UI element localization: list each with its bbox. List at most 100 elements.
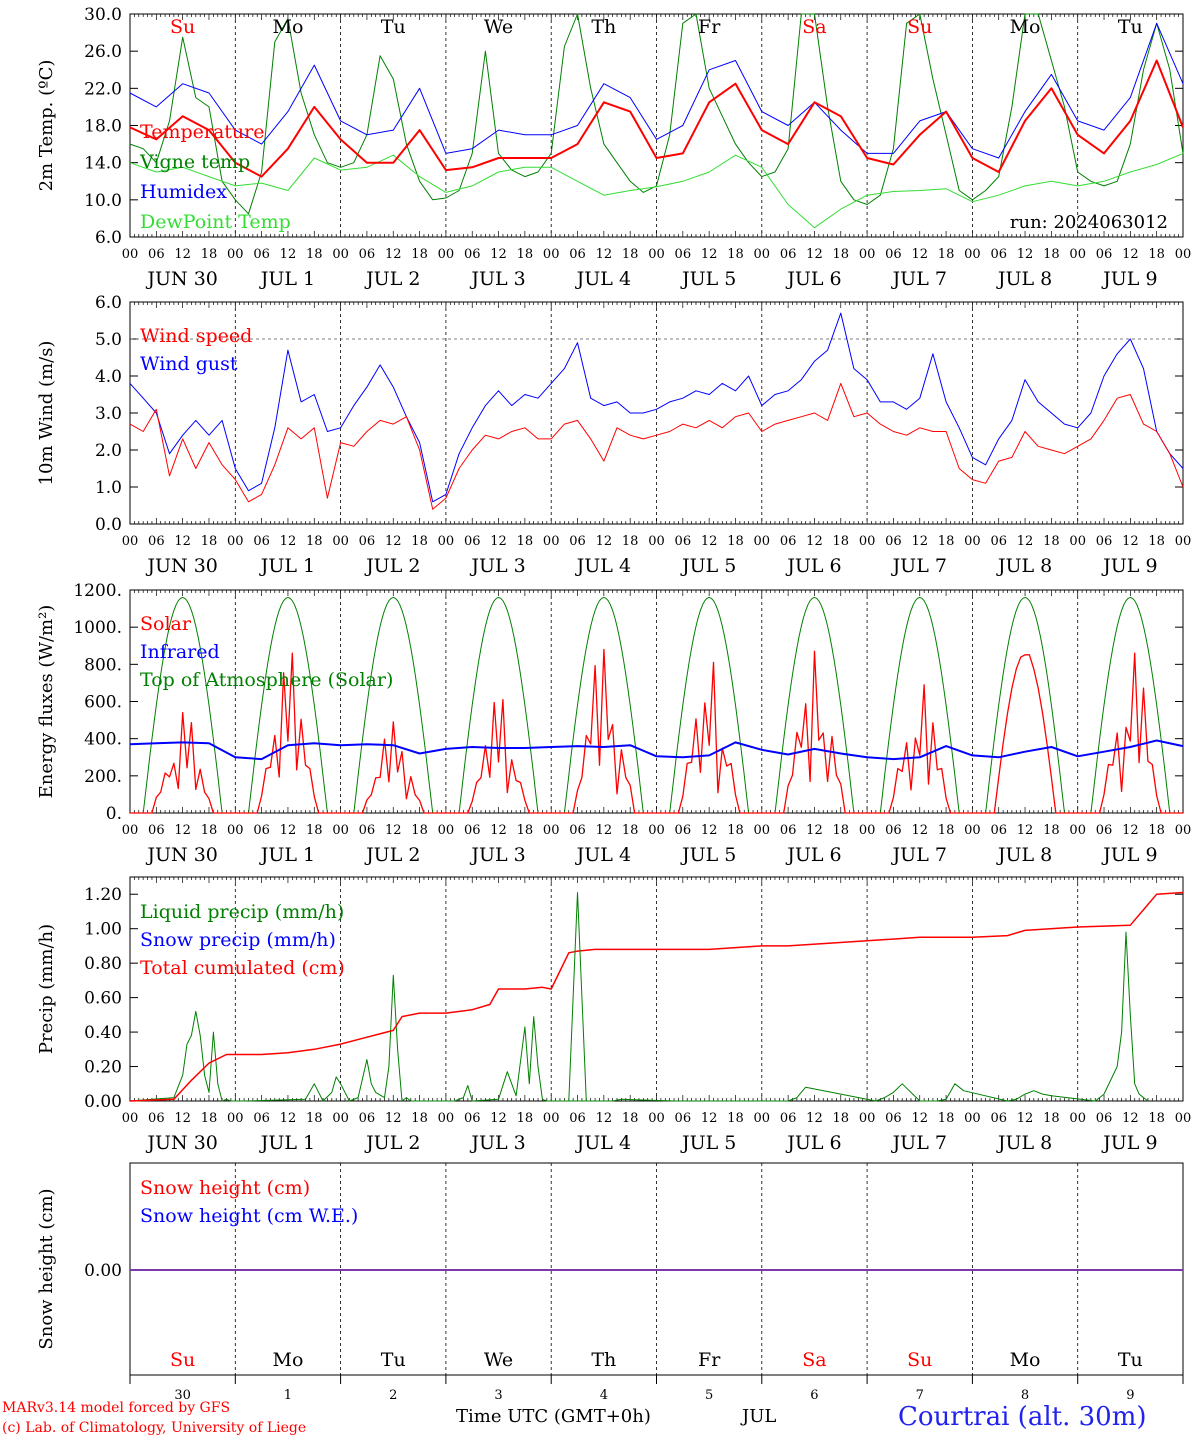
hour-label: 06 [990, 534, 1007, 549]
hour-label: 00 [1175, 247, 1192, 262]
day-name-label: Mo [1010, 1349, 1041, 1371]
series-solar [130, 648, 1183, 814]
hour-label: 18 [727, 1111, 744, 1126]
hour-label: 06 [675, 534, 692, 549]
day-name-label: Th [591, 16, 616, 38]
hour-label: 06 [1096, 823, 1113, 838]
hour-label: 00 [754, 534, 771, 549]
hour-label: 06 [1096, 1111, 1113, 1126]
hour-label: 18 [517, 1111, 534, 1126]
date-label: JUL 8 [996, 1132, 1052, 1154]
series-wind-gust [129, 312, 1184, 503]
series-vigne-temp [129, 13, 1184, 215]
hour-label: 12 [385, 1111, 402, 1126]
hour-label: 06 [780, 534, 797, 549]
hour-label: 06 [148, 534, 165, 549]
hour-label: 18 [201, 1111, 218, 1126]
hour-label: 00 [122, 247, 139, 262]
hour-label: 00 [332, 823, 349, 838]
hour-label: 12 [806, 1111, 823, 1126]
hour-label: 12 [174, 823, 191, 838]
date-label: JUL 2 [364, 1132, 420, 1154]
hour-label: 06 [1096, 534, 1113, 549]
hour-label: 00 [227, 823, 244, 838]
date-label: JUL 3 [469, 268, 525, 290]
y-tick-label: 14.0 [84, 154, 122, 174]
date-label: JUL 7 [891, 844, 947, 866]
credit-line-2: (c) Lab. of Climatology, University of L… [2, 1420, 307, 1436]
y-tick-label: 30.0 [84, 5, 122, 25]
hour-label: 06 [464, 1111, 481, 1126]
hour-label: 06 [675, 1111, 692, 1126]
day-name-label: Su [907, 16, 932, 38]
hour-label: 06 [780, 1111, 797, 1126]
hour-label: 12 [280, 247, 297, 262]
hour-label: 12 [490, 534, 507, 549]
hour-label: 12 [490, 1111, 507, 1126]
date-label: JUL 5 [680, 268, 736, 290]
day-name-label: Su [907, 1349, 932, 1371]
hour-label: 12 [280, 823, 297, 838]
day-name-label: Tu [381, 16, 406, 38]
day-name-label: We [484, 1349, 513, 1371]
hour-label: 12 [174, 534, 191, 549]
date-label: JUL 8 [996, 268, 1052, 290]
date-label: JUL 4 [575, 268, 631, 290]
date-label: JUL 6 [785, 1132, 841, 1154]
temperature-panel: 6.0 10.0 14.0 18.0 22.0 26.0 30.0 00 06 12 18 JUN 3… [36, 5, 1191, 290]
hour-label: 06 [885, 823, 902, 838]
hour-label: 06 [464, 823, 481, 838]
legend-entry: Wind speed [140, 325, 252, 347]
hour-label: 00 [1069, 534, 1086, 549]
day-name-label: Mo [272, 1349, 303, 1371]
day-name-label: Sa [802, 1349, 826, 1371]
plot-frame [129, 13, 1184, 238]
hour-label: 00 [648, 1111, 665, 1126]
y-tick-label: 0.80 [84, 954, 122, 974]
hour-label: 18 [833, 534, 850, 549]
hour-label: 18 [938, 1111, 955, 1126]
hour-label: 00 [964, 247, 981, 262]
hour-label: 12 [911, 534, 928, 549]
hour-label: 18 [306, 534, 323, 549]
date-label: JUN 30 [145, 1132, 217, 1154]
hour-label: 18 [1043, 1111, 1060, 1126]
hour-label: 12 [596, 534, 613, 549]
y-tick-label: 18.0 [84, 117, 122, 137]
hour-label: 00 [754, 247, 771, 262]
hour-label: 18 [411, 1111, 428, 1126]
hour-label: 00 [754, 1111, 771, 1126]
hour-label: 12 [1122, 1111, 1139, 1126]
hour-label: 18 [938, 247, 955, 262]
y-axis-title: 2m Temp. (ºC) [36, 60, 57, 192]
hour-label: 06 [780, 247, 797, 262]
date-label: JUL 2 [364, 555, 420, 577]
hour-label: 12 [911, 1111, 928, 1126]
hour-label: 12 [280, 1111, 297, 1126]
y-tick-label: 22.0 [84, 79, 122, 99]
day-number-label: 4 [600, 1388, 608, 1403]
hour-label: 00 [438, 247, 455, 262]
day-number-label: 9 [1126, 1388, 1134, 1403]
day-name-label: We [484, 16, 513, 38]
hour-label: 06 [780, 823, 797, 838]
hour-label: 06 [253, 1111, 270, 1126]
hour-label: 18 [411, 823, 428, 838]
hour-label: 06 [885, 534, 902, 549]
date-label: JUL 1 [259, 844, 315, 866]
hour-label: 00 [1175, 823, 1192, 838]
date-label: JUN 30 [145, 555, 217, 577]
day-name-label: Sa [802, 16, 826, 38]
hour-label: 12 [385, 247, 402, 262]
day-number-label: 7 [916, 1388, 924, 1403]
hour-label: 18 [201, 247, 218, 262]
hour-label: 00 [438, 1111, 455, 1126]
hour-label: 00 [964, 1111, 981, 1126]
y-tick-label: 0.40 [84, 1023, 122, 1043]
y-tick-label: 26.0 [84, 42, 122, 62]
y-tick-label: 1.00 [84, 920, 122, 940]
y-tick-label: 1.20 [84, 885, 122, 905]
day-name-label: Fr [698, 16, 721, 38]
hour-label: 18 [517, 247, 534, 262]
hour-label: 18 [622, 534, 639, 549]
